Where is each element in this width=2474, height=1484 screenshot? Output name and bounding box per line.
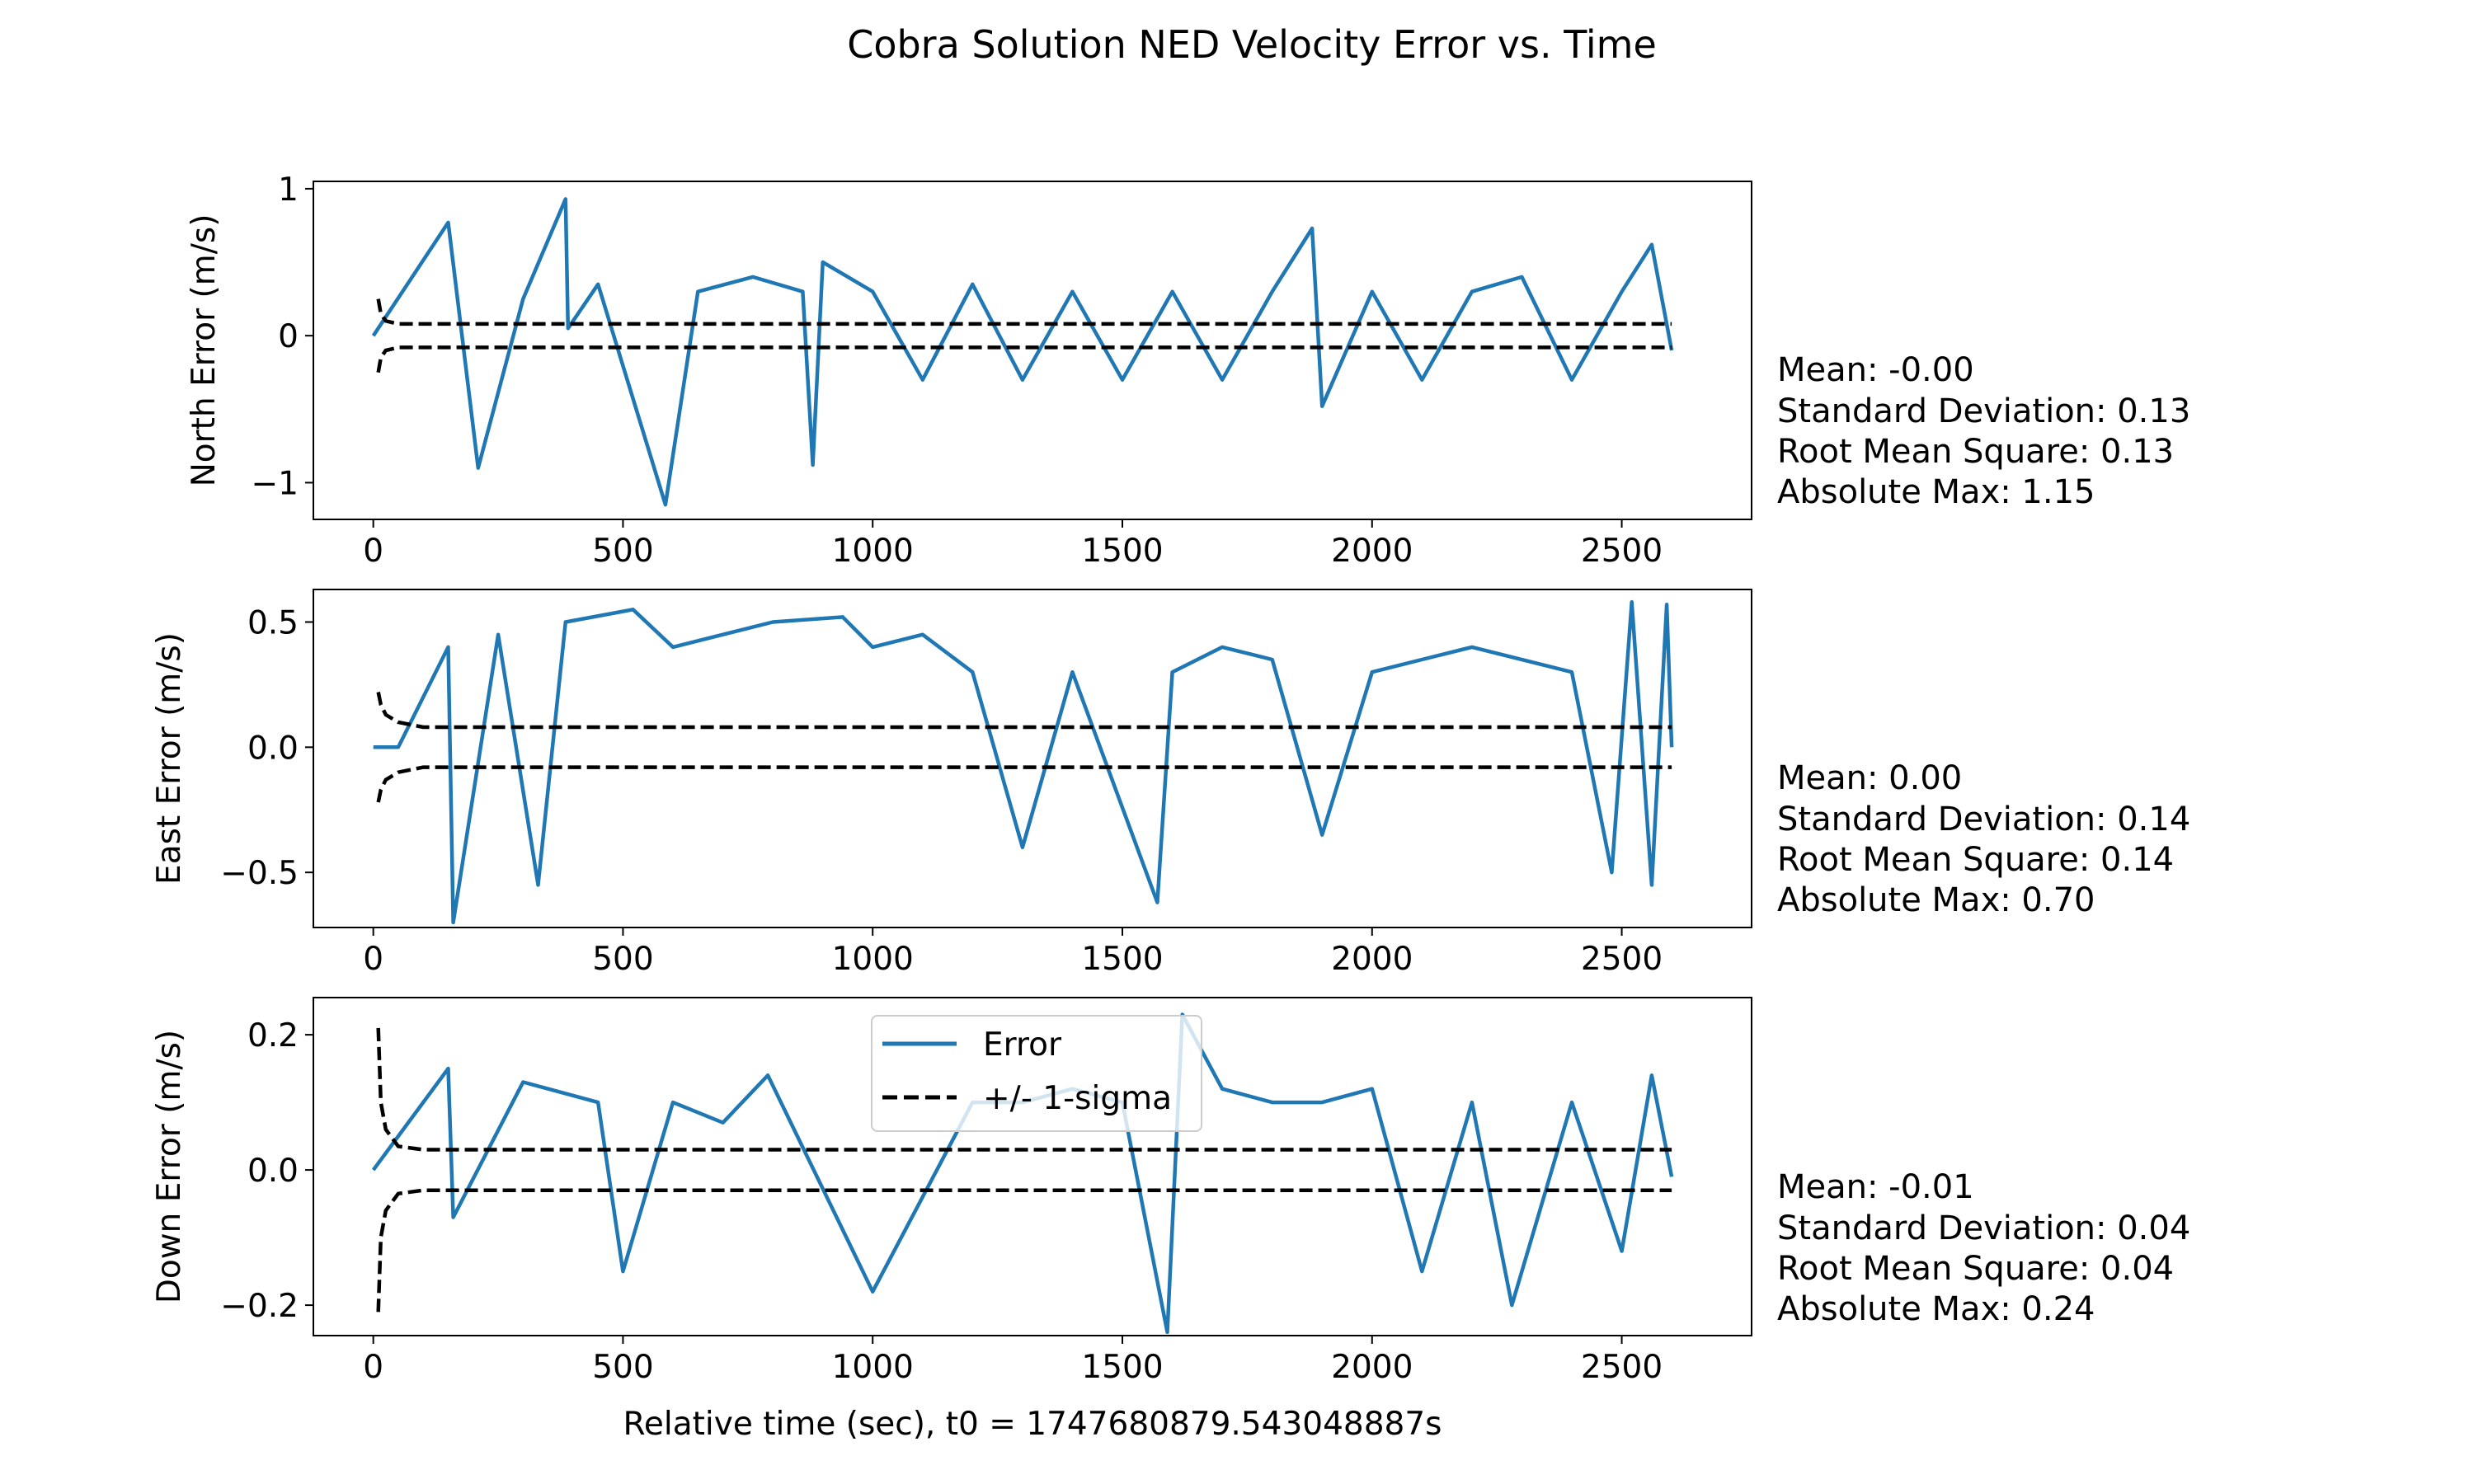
east-x-tick-label: 2500 xyxy=(1581,941,1663,978)
down-x-tick-label: 1000 xyxy=(832,1349,914,1386)
down-x-tick-label: 0 xyxy=(363,1349,383,1386)
east-x-tick-label: 1000 xyxy=(832,941,914,978)
east-stats-box: Mean: 0.00 Standard Deviation: 0.14 Root… xyxy=(1777,759,2190,919)
figure-title: Cobra Solution NED Velocity Error vs. Ti… xyxy=(847,22,1657,67)
north-y-ticks: −1 0 1 xyxy=(252,171,313,502)
down-stats-box: Mean: -0.01 Standard Deviation: 0.04 Roo… xyxy=(1777,1168,2190,1328)
north-sigma-lower-line xyxy=(376,345,1672,373)
north-stats-box: Mean: -0.00 Standard Deviation: 0.13 Roo… xyxy=(1777,351,2190,511)
east-stat-mean: Mean: 0.00 xyxy=(1777,759,1962,797)
down-x-ticks: 0 500 1000 1500 2000 2500 xyxy=(363,1336,1663,1386)
east-x-tick-label: 2000 xyxy=(1331,941,1413,978)
east-x-tick-label: 1500 xyxy=(1081,941,1163,978)
east-stat-std: Standard Deviation: 0.14 xyxy=(1777,801,2190,838)
east-x-tick-label: 500 xyxy=(592,941,653,978)
east-sigma-lower-line xyxy=(376,765,1672,803)
down-y-tick-label: 0.0 xyxy=(247,1153,299,1190)
north-x-tick-label: 2000 xyxy=(1331,533,1413,570)
east-stat-absmax: Absolute Max: 0.70 xyxy=(1777,881,2095,919)
x-axis-label: Relative time (sec), t0 = 1747680879.543… xyxy=(623,1406,1442,1443)
down-y-tick-label: −0.2 xyxy=(220,1288,299,1325)
north-error-marks xyxy=(371,197,1674,507)
down-x-tick-label: 500 xyxy=(592,1349,653,1386)
north-y-tick-label: 0 xyxy=(278,318,299,355)
north-x-tick-label: 2500 xyxy=(1581,533,1663,570)
down-sigma-upper-line xyxy=(376,1027,1672,1152)
east-x-tick-label: 0 xyxy=(363,941,383,978)
down-stat-absmax: Absolute Max: 0.24 xyxy=(1777,1290,2095,1328)
east-axes-frame xyxy=(313,589,1752,928)
down-y-ticks: −0.2 0.0 0.2 xyxy=(220,1017,313,1325)
down-x-tick-label: 1500 xyxy=(1081,1349,1163,1386)
legend-sigma-label: +/- 1-sigma xyxy=(983,1080,1172,1117)
north-error-series-line xyxy=(371,197,1674,507)
east-stat-rms: Root Mean Square: 0.14 xyxy=(1777,841,2174,879)
north-y-axis-label: North Error (m/s) xyxy=(186,214,223,487)
down-stat-rms: Root Mean Square: 0.04 xyxy=(1777,1250,2174,1288)
north-y-tick-label: 1 xyxy=(278,171,299,209)
east-error-marks xyxy=(373,599,1674,925)
north-x-tick-label: 1000 xyxy=(832,533,914,570)
north-error-subplot: 0 500 1000 1500 2000 2500 −1 0 1 North Error (m… xyxy=(186,171,2190,570)
north-y-tick-label: −1 xyxy=(252,465,299,502)
east-y-tick-label: −0.5 xyxy=(220,855,299,892)
down-y-tick-label: 0.2 xyxy=(247,1017,299,1054)
north-sigma-upper-line xyxy=(376,298,1672,326)
north-x-ticks: 0 500 1000 1500 2000 2500 xyxy=(363,519,1663,570)
east-x-ticks: 0 500 1000 1500 2000 2500 xyxy=(363,928,1663,978)
down-x-tick-label: 2500 xyxy=(1581,1349,1663,1386)
down-stat-mean: Mean: -0.01 xyxy=(1777,1168,1974,1206)
down-x-tick-label: 2000 xyxy=(1331,1349,1413,1386)
east-y-tick-label: 0.0 xyxy=(247,730,299,767)
legend-error-label: Error xyxy=(983,1026,1062,1064)
east-y-ticks: −0.5 0.0 0.5 xyxy=(220,604,313,892)
legend: Error +/- 1-sigma xyxy=(871,1015,1202,1132)
north-x-tick-label: 500 xyxy=(592,533,653,570)
north-x-tick-label: 0 xyxy=(363,533,383,570)
down-error-subplot: 0 500 1000 1500 2000 2500 −0.2 0.0 0.2 Down Err… xyxy=(151,997,2190,1386)
north-axes-frame xyxy=(313,181,1752,520)
north-stat-rms: Root Mean Square: 0.13 xyxy=(1777,433,2174,471)
down-stat-std: Standard Deviation: 0.04 xyxy=(1777,1209,2190,1247)
east-error-subplot: 0 500 1000 1500 2000 2500 −0.5 0.0 0.5 East Err… xyxy=(151,589,2190,978)
north-x-tick-label: 1500 xyxy=(1081,533,1163,570)
east-y-axis-label: East Error (m/s) xyxy=(151,632,188,885)
north-stat-absmax: Absolute Max: 1.15 xyxy=(1777,473,2095,511)
down-y-axis-label: Down Error (m/s) xyxy=(151,1030,188,1303)
down-axes-frame xyxy=(313,997,1752,1336)
down-sigma-lower-line xyxy=(376,1188,1672,1313)
east-error-series-line xyxy=(373,599,1674,925)
east-sigma-upper-line xyxy=(376,692,1672,730)
north-stat-mean: Mean: -0.00 xyxy=(1777,351,1974,389)
north-stat-std: Standard Deviation: 0.13 xyxy=(1777,392,2190,430)
east-y-tick-label: 0.5 xyxy=(247,604,299,641)
